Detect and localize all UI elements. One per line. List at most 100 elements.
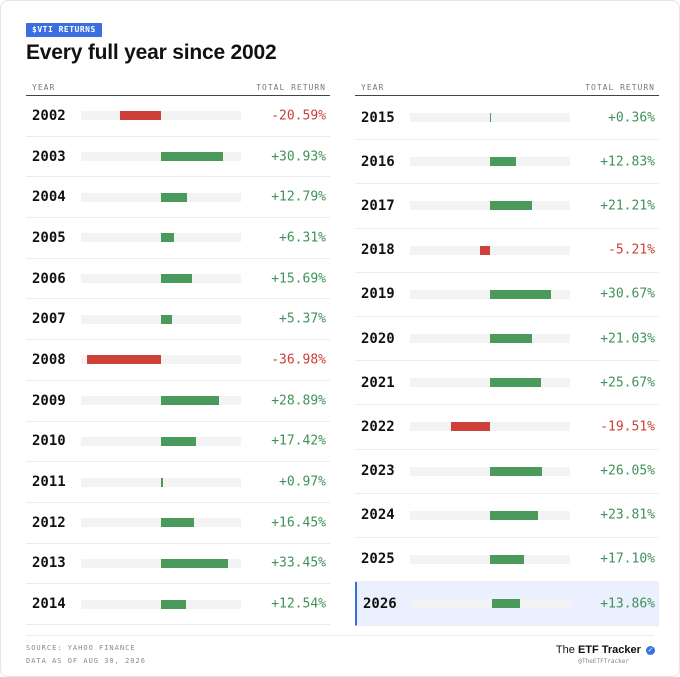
year-row: 2003 +30.93% bbox=[26, 137, 330, 178]
year-label: 2016 bbox=[361, 153, 395, 170]
year-label: 2010 bbox=[32, 433, 66, 450]
return-bar bbox=[161, 518, 194, 528]
return-bar bbox=[161, 233, 174, 243]
bar-track bbox=[412, 599, 572, 609]
year-label: 2013 bbox=[32, 555, 66, 572]
bar-track bbox=[410, 245, 570, 255]
left-rows: 2002 -20.59% 2003 +30.93% 2004 +12.79% 2005 +6.… bbox=[26, 96, 330, 625]
return-bar bbox=[490, 510, 538, 520]
year-row: 2010 +17.42% bbox=[26, 422, 330, 463]
return-bar bbox=[492, 599, 520, 609]
year-label: 2023 bbox=[361, 463, 395, 480]
return-value: +17.10% bbox=[600, 551, 655, 567]
return-value: +13.86% bbox=[600, 596, 655, 612]
return-bar bbox=[490, 466, 543, 476]
return-value: +30.93% bbox=[271, 149, 326, 165]
year-label: 2005 bbox=[32, 229, 66, 246]
brand-logo: The ETF Tracker ✓ bbox=[556, 644, 655, 656]
bar-track bbox=[81, 152, 241, 162]
return-bar bbox=[490, 334, 533, 344]
return-bar bbox=[161, 436, 196, 446]
right-column: YEAR TOTAL RETURN 2015 +0.36% 2016 +12.83% 2… bbox=[355, 81, 659, 627]
return-value: +12.83% bbox=[600, 154, 655, 170]
return-bar bbox=[87, 355, 161, 365]
year-row: 2023 +26.05% bbox=[355, 450, 659, 494]
year-row: 2006 +15.69% bbox=[26, 259, 330, 300]
year-row: 2016 +12.83% bbox=[355, 140, 659, 185]
year-label: 2008 bbox=[32, 351, 66, 368]
return-value: -19.51% bbox=[600, 419, 655, 435]
year-row: 2020 +21.03% bbox=[355, 317, 659, 362]
return-value: +12.79% bbox=[271, 189, 326, 205]
right-rows: 2015 +0.36% 2016 +12.83% 2017 +21.21% 2018 -5.2… bbox=[355, 96, 659, 627]
return-value: +28.89% bbox=[271, 393, 326, 409]
ticker-badge: $VTI RETURNS bbox=[26, 23, 102, 37]
bar-track bbox=[410, 554, 570, 564]
bar-track bbox=[410, 113, 570, 123]
return-bar bbox=[161, 152, 223, 162]
return-value: -36.98% bbox=[271, 352, 326, 368]
bar-track bbox=[410, 378, 570, 388]
return-value: +6.31% bbox=[279, 230, 326, 246]
bar-track bbox=[81, 111, 241, 121]
return-value: +25.67% bbox=[600, 375, 655, 391]
return-value: +15.69% bbox=[271, 271, 326, 287]
bar-track bbox=[81, 314, 241, 324]
bar-track bbox=[81, 355, 241, 365]
year-row: 2021 +25.67% bbox=[355, 361, 659, 406]
year-label: 2026 bbox=[363, 595, 397, 612]
brand-prefix: The bbox=[555, 644, 575, 656]
return-bar bbox=[490, 113, 491, 123]
return-value: +33.45% bbox=[271, 555, 326, 571]
bar-track bbox=[81, 396, 241, 406]
year-label: 2024 bbox=[361, 507, 395, 524]
year-label: 2003 bbox=[32, 148, 66, 165]
year-header: YEAR bbox=[361, 83, 385, 92]
return-value: +26.05% bbox=[600, 463, 655, 479]
year-label: 2020 bbox=[361, 330, 395, 347]
bar-track bbox=[410, 510, 570, 520]
return-bar bbox=[490, 378, 542, 388]
year-row: 2022 -19.51% bbox=[355, 405, 659, 450]
brand-handle: @TheETFTracker bbox=[578, 658, 629, 665]
year-header: YEAR bbox=[32, 83, 56, 92]
bar-track bbox=[410, 289, 570, 299]
return-bar bbox=[119, 111, 161, 121]
year-row: 2017 +21.21% bbox=[355, 184, 659, 229]
bar-track bbox=[81, 192, 241, 202]
year-row: 2025 +17.10% bbox=[355, 538, 659, 583]
return-bar bbox=[161, 314, 172, 324]
year-label: 2009 bbox=[32, 392, 66, 409]
brand-name: ETF Tracker bbox=[577, 644, 641, 656]
bar-track bbox=[81, 436, 241, 446]
return-bar bbox=[450, 422, 490, 432]
return-value: +23.81% bbox=[600, 507, 655, 523]
year-row: 2011 +0.97% bbox=[26, 462, 330, 503]
year-label: 2018 bbox=[361, 242, 395, 259]
bar-track bbox=[81, 518, 241, 528]
year-row: 2024 +23.81% bbox=[355, 494, 659, 538]
year-label: 2022 bbox=[361, 418, 395, 435]
year-row: 2013 +33.45% bbox=[26, 544, 330, 585]
return-value: +0.36% bbox=[608, 110, 655, 126]
return-bar bbox=[161, 558, 228, 568]
bar-track bbox=[410, 157, 570, 167]
year-row: 2018 -5.21% bbox=[355, 229, 659, 273]
year-label: 2012 bbox=[32, 514, 66, 531]
return-value: +5.37% bbox=[279, 311, 326, 327]
return-bar bbox=[161, 396, 219, 406]
return-bar bbox=[161, 274, 193, 284]
year-label: 2011 bbox=[32, 474, 66, 491]
return-header: TOTAL RETURN bbox=[256, 83, 326, 92]
return-bar bbox=[161, 477, 163, 487]
year-label: 2015 bbox=[361, 109, 395, 126]
year-row: 2002 -20.59% bbox=[26, 96, 330, 137]
year-row: 2008 -36.98% bbox=[26, 340, 330, 381]
left-column-header: YEAR TOTAL RETURN bbox=[26, 81, 330, 96]
return-header: TOTAL RETURN bbox=[585, 83, 655, 92]
bar-track bbox=[410, 422, 570, 432]
bar-track bbox=[410, 201, 570, 211]
return-bar bbox=[479, 245, 490, 255]
bar-track bbox=[81, 233, 241, 243]
